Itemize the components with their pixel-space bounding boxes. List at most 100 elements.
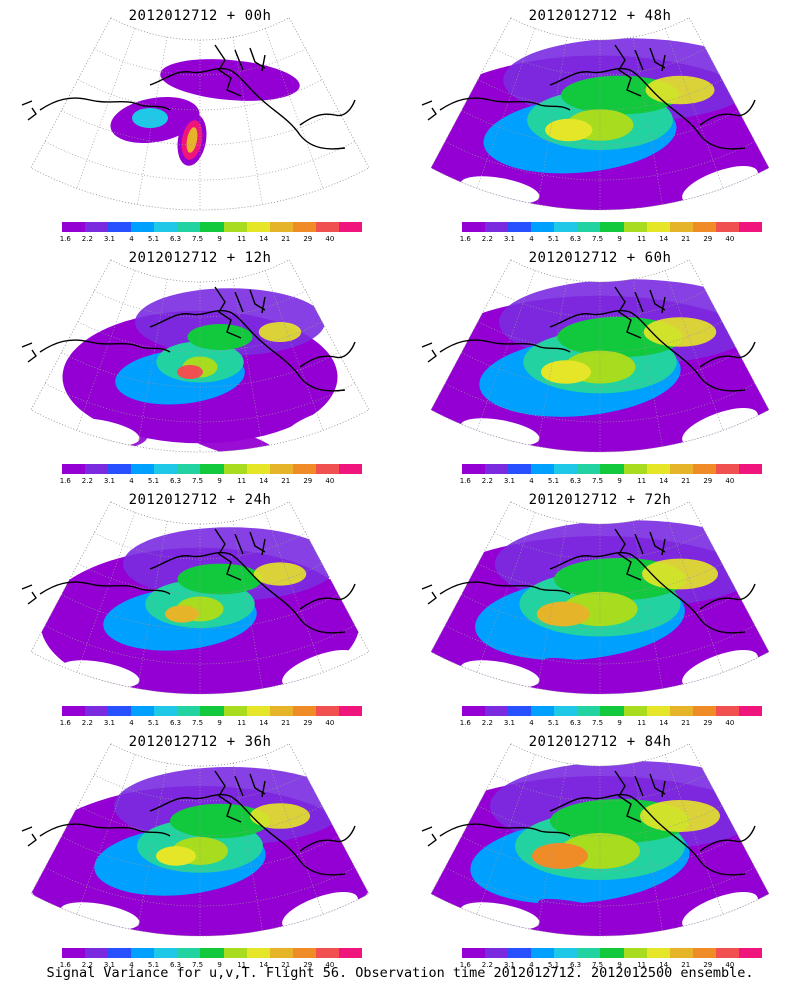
colorbar-swatch [315, 948, 339, 958]
colorbar-swatch [554, 222, 578, 232]
colorbar-tick-label: 2.2 [481, 719, 493, 727]
colorbar-swatch [85, 464, 109, 474]
variance-map [421, 743, 770, 937]
colorbar-tick-label: 40 [325, 235, 335, 243]
colorbar-ticks: 1.6 2.2 3.1 4 5.1 6.3 7.5 9 11 14 21 29 40 [59, 719, 362, 729]
colorbar-tick-label: 3.1 [103, 477, 115, 485]
colorbar-swatch [692, 464, 716, 474]
variance-map [21, 17, 370, 211]
colorbar-swatch [200, 222, 224, 232]
colorbar-tick-label: 14 [659, 235, 669, 243]
panel-title: 2012012712 + 84h [528, 734, 672, 750]
colorbar-swatch [108, 948, 132, 958]
colorbar-tick-label: 11 [637, 719, 647, 727]
colorbar-tick-label: 9 [217, 961, 222, 969]
colorbar-tick-label: 9 [217, 235, 222, 243]
colorbar-tick-label: 21 [281, 235, 291, 243]
colorbar-swatch [485, 706, 509, 716]
colorbar-tick-label: 5.1 [147, 477, 160, 485]
colorbar-tick-label: 29 [303, 961, 313, 969]
colorbar-swatch [669, 222, 693, 232]
colorbar [462, 464, 763, 474]
colorbar-swatch [223, 464, 247, 474]
colorbar-swatch [154, 948, 178, 958]
colorbar-tick-label: 1.6 [59, 719, 71, 727]
colorbar [462, 706, 763, 716]
colorbar-tick-label: 29 [303, 477, 313, 485]
colorbar-tick-label: 11 [637, 477, 647, 485]
colorbar-swatch [131, 464, 155, 474]
colorbar-swatch [531, 948, 555, 958]
colorbar-ticks: 1.6 2.2 3.1 4 5.1 6.3 7.5 9 11 14 21 29 40 [460, 235, 762, 245]
colorbar-swatch [600, 222, 624, 232]
colorbar-tick-label: 14 [259, 719, 269, 727]
colorbar-swatch [738, 464, 763, 474]
variance-field [60, 288, 358, 453]
colorbar-swatch [600, 706, 624, 716]
panel-title: 2012012712 + 60h [528, 250, 672, 266]
colorbar-swatch [85, 222, 109, 232]
colorbar-swatch [338, 222, 363, 232]
colorbar-tick-label: 1.6 [459, 961, 471, 969]
colorbar-swatch [715, 464, 739, 474]
colorbar-swatch [154, 222, 178, 232]
figure-caption: Signal Variance for u,v,T. Flight 56. Ob… [46, 965, 754, 981]
colorbar-tick-label: 4 [129, 477, 134, 485]
colorbar-swatch [462, 464, 486, 474]
colorbar-tick-label: 9 [617, 961, 622, 969]
colorbar-tick-label: 4 [529, 719, 534, 727]
colorbar-swatch [269, 948, 293, 958]
map-panel: 2012012712 + 00h 1.6 2.2 3.1 4 5.1 6.3 7.5 9 11 14… [0, 0, 400, 245]
colorbar-tick-label: 29 [703, 719, 713, 727]
colorbar-tick-label: 2.2 [81, 961, 93, 969]
colorbar-tick-label: 21 [681, 235, 691, 243]
colorbar-swatch [108, 222, 132, 232]
colorbar-swatch [715, 706, 739, 716]
colorbar-swatch [692, 222, 716, 232]
colorbar-swatch [531, 464, 555, 474]
variance-field [110, 59, 300, 166]
colorbar-tick-label: 21 [281, 719, 291, 727]
colorbar-swatch [669, 464, 693, 474]
map-panel: 2012012712 + 36h 1.6 2.2 3.1 4 5.1 6.3 7.5 9 11 14… [0, 726, 400, 969]
colorbar-swatch [715, 222, 739, 232]
colorbar-swatch [531, 222, 555, 232]
colorbar-tick-label: 40 [725, 961, 735, 969]
coastlines [421, 286, 756, 392]
colorbar-tick-label: 7.5 [592, 719, 604, 727]
map-panel: 2012012712 + 84h 1.6 2.2 3.1 4 5.1 6.3 7.5 9 11 14… [400, 726, 800, 969]
colorbar-ticks: 1.6 2.2 3.1 4 5.1 6.3 7.5 9 11 14 21 29 40 [460, 719, 762, 729]
colorbar-tick-label: 2.2 [481, 961, 493, 969]
colorbar-swatch [462, 706, 486, 716]
colorbar-tick-label: 6.3 [569, 235, 582, 243]
colorbar-tick-label: 14 [659, 961, 669, 969]
colorbar-swatch [577, 222, 601, 232]
colorbar-swatch [177, 706, 201, 716]
colorbar [62, 706, 363, 716]
colorbar-tick-label: 7.5 [192, 235, 204, 243]
colorbar-tick-label: 3.1 [503, 961, 515, 969]
colorbar-swatch [292, 222, 316, 232]
colorbar-tick-label: 40 [725, 235, 735, 243]
colorbar-tick-label: 9 [617, 235, 622, 243]
colorbar-tick-label: 7.5 [592, 961, 604, 969]
colorbar-tick-label: 9 [617, 477, 622, 485]
colorbar-swatch [738, 948, 763, 958]
colorbar-swatch [669, 706, 693, 716]
colorbar-ticks: 1.6 2.2 3.1 4 5.1 6.3 7.5 9 11 14 21 29 40 [60, 235, 362, 245]
colorbar-swatch [646, 222, 670, 232]
colorbar-swatch [154, 706, 178, 716]
colorbar-tick-label: 21 [281, 477, 291, 485]
colorbar-swatch [315, 464, 339, 474]
variance-field [40, 527, 360, 695]
colorbar-tick-label: 14 [659, 477, 669, 485]
colorbar-tick-label: 9 [617, 719, 622, 727]
colorbar-swatch [623, 464, 647, 474]
colorbar-tick-label: 2.2 [81, 477, 93, 485]
colorbar-tick-label: 6.3 [169, 235, 182, 243]
colorbar-swatch [485, 464, 509, 474]
colorbar-tick-label: 11 [237, 961, 247, 969]
colorbar-tick-label: 6.3 [569, 719, 582, 727]
colorbar-tick-label: 11 [237, 477, 247, 485]
colorbar-tick-label: 1.6 [59, 477, 71, 485]
